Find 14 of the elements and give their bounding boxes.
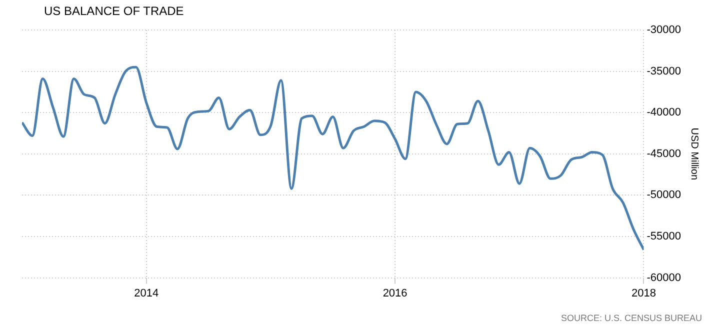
y-tick-label: -45000 — [646, 148, 682, 160]
chart-title: US BALANCE OF TRADE — [44, 4, 184, 18]
y-tick-label: -50000 — [646, 189, 682, 202]
y-tick-label: -55000 — [646, 230, 682, 243]
y-tick-label: -35000 — [646, 65, 682, 78]
x-tick-label: 2018 — [632, 287, 656, 300]
y-tick-label: -30000 — [646, 24, 682, 36]
x-tick-label: 2016 — [382, 287, 408, 300]
x-tick-label: 2014 — [134, 287, 159, 300]
y-tick-label: -60000 — [646, 272, 682, 284]
line-series — [22, 66, 644, 251]
y-axis-title: USD Million — [688, 128, 700, 180]
source-note: SOURCE: U.S. CENSUS BUREAU — [560, 313, 702, 323]
y-tick-label: -40000 — [646, 106, 682, 119]
